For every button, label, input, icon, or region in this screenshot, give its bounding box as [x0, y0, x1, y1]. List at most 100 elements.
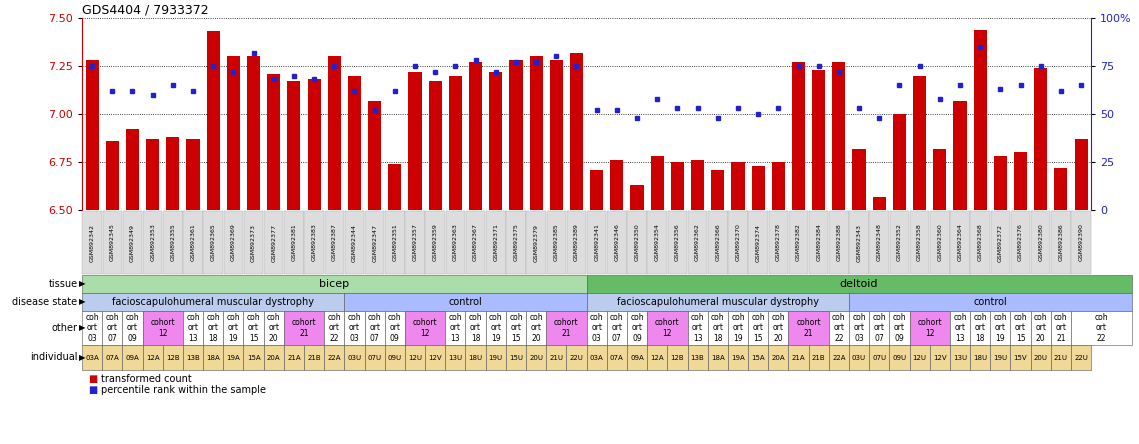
Text: 03A: 03A — [590, 354, 604, 361]
Text: coh
ort
07: coh ort 07 — [872, 313, 886, 343]
Bar — [247, 56, 260, 210]
Text: coh
ort
03: coh ort 03 — [852, 313, 866, 343]
Bar — [691, 160, 704, 210]
Text: cohort
21: cohort 21 — [292, 318, 317, 338]
Bar — [671, 162, 683, 210]
Text: 21U: 21U — [549, 354, 564, 361]
Text: coh
ort
13: coh ort 13 — [449, 313, 462, 343]
Text: GSM892371: GSM892371 — [493, 224, 498, 262]
Bar — [893, 114, 906, 210]
Text: coh
ort
21: coh ort 21 — [1054, 313, 1067, 343]
Text: GSM892363: GSM892363 — [453, 224, 458, 262]
Text: coh
ort
09: coh ort 09 — [893, 313, 907, 343]
Text: coh
ort
18: coh ort 18 — [206, 313, 220, 343]
Text: GSM892376: GSM892376 — [1018, 224, 1023, 262]
Text: coh
ort
09: coh ort 09 — [630, 313, 644, 343]
Text: coh
ort
13: coh ort 13 — [186, 313, 199, 343]
Text: GSM892389: GSM892389 — [574, 224, 579, 262]
Bar — [711, 170, 724, 210]
Text: GSM892386: GSM892386 — [1058, 224, 1064, 262]
Text: GSM892357: GSM892357 — [412, 224, 418, 262]
Text: 03A: 03A — [85, 354, 99, 361]
Bar — [449, 75, 462, 210]
Bar — [833, 62, 845, 210]
Bar — [852, 149, 866, 210]
Text: 19A: 19A — [227, 354, 240, 361]
Text: tissue: tissue — [48, 279, 77, 289]
Bar — [85, 60, 99, 210]
Bar — [530, 56, 542, 210]
Text: GSM892349: GSM892349 — [130, 223, 134, 262]
Bar — [631, 185, 644, 210]
Text: GSM892369: GSM892369 — [231, 224, 236, 262]
Text: coh
ort
15: coh ort 15 — [752, 313, 765, 343]
Bar — [146, 139, 159, 210]
Bar — [1014, 152, 1027, 210]
Text: 19U: 19U — [489, 354, 502, 361]
Text: 13B: 13B — [186, 354, 199, 361]
Bar — [913, 75, 926, 210]
Text: coh
ort
03: coh ort 03 — [590, 313, 604, 343]
Text: GSM892343: GSM892343 — [857, 223, 861, 262]
Text: GSM892342: GSM892342 — [90, 223, 95, 262]
Text: GSM892356: GSM892356 — [675, 224, 680, 262]
Text: GSM892350: GSM892350 — [634, 224, 639, 262]
Text: GSM892377: GSM892377 — [271, 223, 277, 262]
Text: coh
ort
19: coh ort 19 — [227, 313, 240, 343]
Text: coh
ort
19: coh ort 19 — [993, 313, 1007, 343]
Text: GSM892387: GSM892387 — [331, 224, 337, 262]
Text: GSM892380: GSM892380 — [1039, 224, 1043, 262]
Text: cohort
12: cohort 12 — [655, 318, 680, 338]
Bar — [731, 162, 745, 210]
Text: cohort
12: cohort 12 — [917, 318, 942, 338]
Bar — [974, 29, 986, 210]
Text: 12U: 12U — [912, 354, 927, 361]
Text: GSM892381: GSM892381 — [292, 224, 296, 262]
Text: 21B: 21B — [308, 354, 321, 361]
Text: GSM892373: GSM892373 — [251, 223, 256, 262]
Text: disease state: disease state — [13, 297, 77, 307]
Text: coh
ort
03: coh ort 03 — [347, 313, 361, 343]
Text: 21B: 21B — [812, 354, 826, 361]
Bar — [772, 162, 785, 210]
Text: coh
ort
15: coh ort 15 — [509, 313, 523, 343]
Text: 21A: 21A — [287, 354, 301, 361]
Text: coh
ort
18: coh ort 18 — [469, 313, 483, 343]
Bar — [388, 164, 401, 210]
Text: 20A: 20A — [771, 354, 785, 361]
Text: 12B: 12B — [671, 354, 685, 361]
Text: coh
ort
22: coh ort 22 — [833, 313, 845, 343]
Text: GSM892351: GSM892351 — [392, 224, 398, 262]
Bar — [590, 170, 604, 210]
Text: ▶: ▶ — [79, 297, 85, 306]
Text: coh
ort
20: coh ort 20 — [267, 313, 280, 343]
Text: 18U: 18U — [973, 354, 988, 361]
Text: coh
ort
20: coh ort 20 — [771, 313, 785, 343]
Text: GSM892390: GSM892390 — [1079, 224, 1083, 262]
Bar — [308, 79, 321, 210]
Text: 07U: 07U — [368, 354, 382, 361]
Text: coh
ort
22: coh ort 22 — [1095, 313, 1108, 343]
Bar — [126, 129, 139, 210]
Text: 15A: 15A — [247, 354, 261, 361]
Text: GSM892372: GSM892372 — [998, 223, 1002, 262]
Text: GSM892385: GSM892385 — [554, 224, 559, 262]
Text: 18A: 18A — [711, 354, 724, 361]
Text: 07U: 07U — [872, 354, 886, 361]
Text: coh
ort
07: coh ort 07 — [106, 313, 120, 343]
Text: facioscapulohumeral muscular dystrophy: facioscapulohumeral muscular dystrophy — [113, 297, 314, 307]
Text: GSM892368: GSM892368 — [977, 224, 983, 262]
Text: GSM892378: GSM892378 — [776, 224, 781, 262]
Text: coh
ort
15: coh ort 15 — [1014, 313, 1027, 343]
Bar — [872, 197, 886, 210]
Text: GSM892354: GSM892354 — [655, 224, 659, 262]
Text: GSM892388: GSM892388 — [836, 224, 842, 262]
Bar — [166, 137, 179, 210]
Text: 22A: 22A — [328, 354, 341, 361]
Bar — [812, 70, 826, 210]
Bar — [490, 72, 502, 210]
Bar — [227, 56, 240, 210]
Bar — [650, 156, 664, 210]
Text: 12A: 12A — [146, 354, 159, 361]
Text: GSM892361: GSM892361 — [190, 224, 196, 262]
